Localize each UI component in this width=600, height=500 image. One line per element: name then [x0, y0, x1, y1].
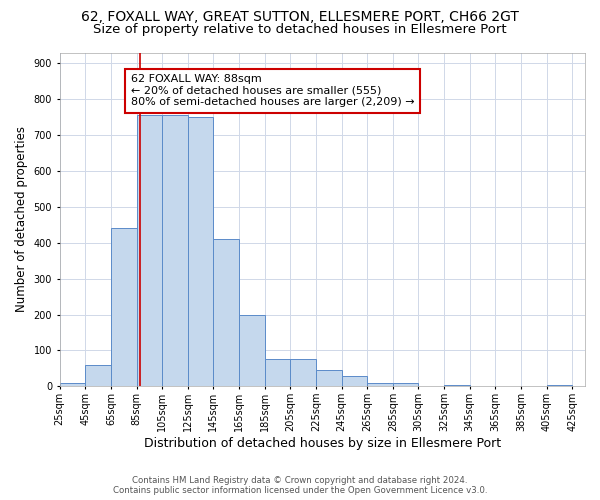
Bar — [111, 228, 137, 386]
Text: Size of property relative to detached houses in Ellesmere Port: Size of property relative to detached ho… — [93, 22, 507, 36]
Bar — [214, 239, 239, 386]
Text: 62, FOXALL WAY, GREAT SUTTON, ELLESMERE PORT, CH66 2GT: 62, FOXALL WAY, GREAT SUTTON, ELLESMERE … — [81, 10, 519, 24]
Text: 62 FOXALL WAY: 88sqm
← 20% of detached houses are smaller (555)
80% of semi-deta: 62 FOXALL WAY: 88sqm ← 20% of detached h… — [131, 74, 414, 108]
Bar — [162, 116, 188, 386]
Bar — [547, 384, 572, 386]
Y-axis label: Number of detached properties: Number of detached properties — [15, 126, 28, 312]
Bar — [265, 360, 290, 386]
Bar — [59, 383, 85, 386]
Text: Contains HM Land Registry data © Crown copyright and database right 2024.
Contai: Contains HM Land Registry data © Crown c… — [113, 476, 487, 495]
X-axis label: Distribution of detached houses by size in Ellesmere Port: Distribution of detached houses by size … — [144, 437, 501, 450]
Bar — [393, 383, 418, 386]
Bar — [367, 383, 393, 386]
Bar — [341, 376, 367, 386]
Bar — [290, 360, 316, 386]
Bar — [316, 370, 341, 386]
Bar — [85, 365, 111, 386]
Bar — [137, 116, 162, 386]
Bar — [188, 117, 214, 386]
Bar — [444, 384, 470, 386]
Bar — [239, 314, 265, 386]
